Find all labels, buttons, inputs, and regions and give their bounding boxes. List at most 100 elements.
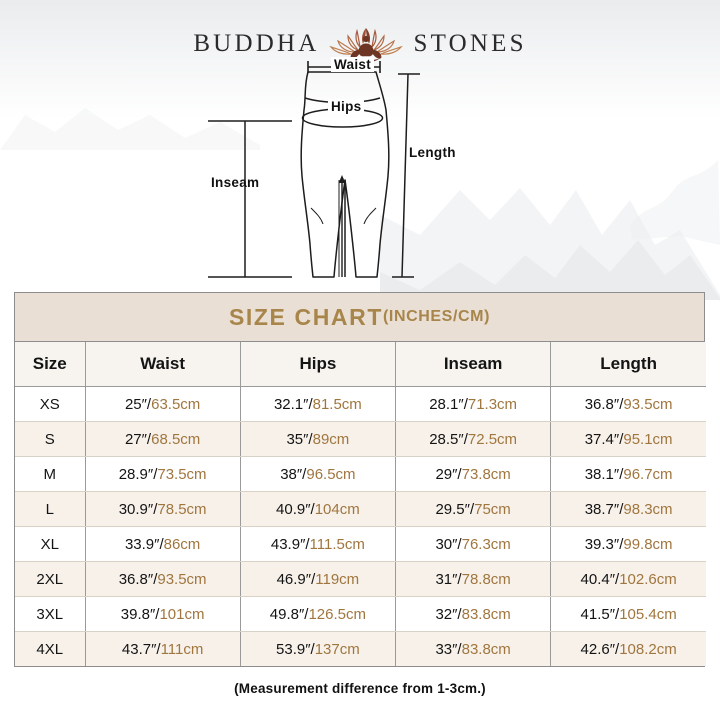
cell-length: 40.4″/102.6cm: [550, 561, 706, 597]
table-row: 4XL 43.7″/111cm 53.9″/137cm 33″/83.8cm 42.6″…: [15, 631, 706, 666]
cell-size: 3XL: [15, 596, 86, 632]
value-centimeters: 96.7cm: [623, 465, 673, 483]
cell-inseam: 31″/78.8cm: [395, 561, 552, 597]
diagram-label-hips: Hips: [328, 99, 365, 114]
value-inches: 43.9″/: [270, 535, 310, 553]
cell-waist: 39.8″/101cm: [85, 596, 241, 632]
value-inches: 49.8″/: [269, 605, 309, 623]
cell-length: 36.8″/93.5cm: [550, 386, 706, 422]
value-centimeters: 93.5cm: [157, 570, 207, 588]
diagram-label-inseam: Inseam: [211, 175, 260, 190]
cell-hips: 43.9″/111.5cm: [240, 526, 397, 562]
value-inches: 33″/: [435, 640, 462, 658]
value-inches: 41.5″/: [580, 605, 620, 623]
cell-size: XS: [15, 386, 86, 422]
leggings-measurement-diagram: Waist Hips Inseam Length: [190, 57, 530, 288]
cell-waist: 25″/63.5cm: [85, 386, 241, 422]
value-centimeters: 102.6cm: [619, 570, 677, 588]
cell-waist: 43.7″/111cm: [85, 631, 241, 666]
cell-length: 41.5″/105.4cm: [550, 596, 706, 632]
cell-hips: 40.9″/104cm: [240, 491, 397, 527]
value-centimeters: 73.8cm: [461, 465, 511, 483]
size-chart-title: SIZE CHART: [228, 303, 383, 330]
value-inches: 28.5″/: [429, 430, 468, 448]
table-row: 3XL 39.8″/101cm 49.8″/126.5cm 32″/83.8cm 41.…: [15, 596, 706, 632]
value-inches: 33.9″/: [124, 535, 164, 553]
column-header-waist: Waist: [85, 342, 241, 387]
value-centimeters: 68.5cm: [151, 430, 201, 448]
value-inches: 32″/: [435, 605, 462, 623]
value-inches: 25″/: [124, 395, 152, 413]
table-row: L 30.9″/78.5cm 40.9″/104cm 29.5″/75cm 38.7″/…: [15, 491, 706, 527]
brand-logo: BUDDHA STONES: [0, 22, 720, 66]
value-centimeters: 71.3cm: [467, 395, 518, 413]
cell-length: 42.6″/108.2cm: [550, 631, 706, 666]
cell-size: 4XL: [15, 631, 86, 666]
value-inches: 32.1″/: [273, 395, 313, 413]
value-inches: 38.7″/: [584, 500, 624, 518]
value-inches: 38″/: [280, 465, 307, 483]
value-centimeters: 126.5cm: [308, 605, 366, 623]
column-header-hips: Hips: [240, 342, 397, 387]
table-header-row: Size Waist Hips Inseam Length: [15, 342, 706, 387]
value-inches: 39.8″/: [120, 605, 160, 623]
brand-name-left: BUDDHA: [193, 30, 320, 57]
cell-waist: 33.9″/86cm: [85, 526, 241, 562]
value-centimeters: 73.5cm: [157, 465, 207, 483]
value-inches: 31″/: [435, 570, 462, 588]
diagram-label-length: Length: [409, 145, 456, 160]
value-centimeters: 75cm: [474, 500, 511, 518]
value-centimeters: 72.5cm: [467, 430, 518, 448]
measurement-note: (Measurement difference from 1-3cm.): [234, 681, 486, 696]
value-centimeters: 111cm: [160, 640, 204, 658]
value-inches: 40.9″/: [276, 500, 315, 518]
value-centimeters: 83.8cm: [461, 640, 511, 658]
cell-inseam: 29″/73.8cm: [395, 456, 552, 492]
value-centimeters: 95.1cm: [623, 430, 673, 448]
size-chart-table: Size Waist Hips Inseam Length XS 25″/63.5…: [15, 342, 706, 666]
value-centimeters: 105.4cm: [619, 605, 677, 623]
size-chart-body: XS 25″/63.5cm 32.1″/81.5cm 28.1″/71.3cm 36.8…: [15, 386, 706, 666]
cell-length: 38.1″/96.7cm: [550, 456, 706, 492]
value-inches: 37.4″/: [584, 430, 624, 448]
cell-waist: 27″/68.5cm: [85, 421, 241, 457]
value-centimeters: 93.5cm: [623, 395, 673, 413]
size-chart-title-bar: SIZE CHART (INCHES/CM): [15, 293, 704, 342]
cell-inseam: 28.1″/71.3cm: [395, 386, 552, 422]
value-centimeters: 108.2cm: [619, 640, 677, 658]
cell-inseam: 32″/83.8cm: [395, 596, 552, 632]
size-chart-card: SIZE CHART (INCHES/CM) Size Waist Hips In…: [14, 292, 706, 667]
value-inches: 40.4″/: [580, 570, 620, 588]
column-header-length: Length: [550, 342, 706, 387]
value-inches: 29.5″/: [435, 500, 475, 518]
value-centimeters: 137cm: [314, 640, 360, 658]
leggings-outline: [208, 61, 420, 278]
value-inches: 35″/: [286, 430, 313, 448]
value-inches: 46.9″/: [276, 570, 316, 588]
value-inches: 27″/: [124, 430, 152, 448]
table-row: M 28.9″/73.5cm 38″/96.5cm 29″/73.8cm 38.1″/9…: [15, 456, 706, 492]
cell-inseam: 29.5″/75cm: [395, 491, 552, 527]
lotus-meditation-icon: [329, 28, 404, 63]
cell-size: XL: [15, 526, 86, 562]
value-inches: 28.1″/: [429, 395, 468, 413]
cell-waist: 28.9″/73.5cm: [85, 456, 241, 492]
value-centimeters: 119cm: [315, 570, 360, 588]
cell-size: M: [15, 456, 86, 492]
cell-hips: 49.8″/126.5cm: [240, 596, 397, 632]
cell-length: 37.4″/95.1cm: [550, 421, 706, 457]
value-centimeters: 78.8cm: [461, 570, 511, 588]
value-inches: 39.3″/: [584, 535, 624, 553]
value-centimeters: 98.3cm: [623, 500, 673, 518]
cell-size: S: [15, 421, 86, 457]
value-inches: 28.9″/: [118, 465, 158, 483]
table-row: XS 25″/63.5cm 32.1″/81.5cm 28.1″/71.3cm 36.8…: [15, 386, 706, 422]
table-row: S 27″/68.5cm 35″/89cm 28.5″/72.5cm 37.4″/95.…: [15, 421, 706, 457]
value-centimeters: 96.5cm: [306, 465, 356, 483]
value-inches: 53.9″/: [276, 640, 315, 658]
brand-name-right: STONES: [413, 30, 527, 57]
value-inches: 36.8″/: [118, 570, 158, 588]
cell-inseam: 33″/83.8cm: [395, 631, 552, 666]
value-centimeters: 86cm: [163, 535, 201, 553]
cell-hips: 38″/96.5cm: [240, 456, 397, 492]
